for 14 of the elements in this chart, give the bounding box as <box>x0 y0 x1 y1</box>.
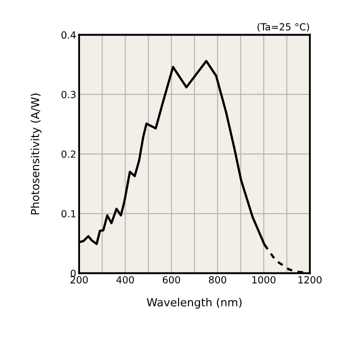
y-axis-title: Photosensitivity (A/W) <box>30 94 42 214</box>
y-tick-label: 0.2 <box>62 150 76 158</box>
y-tick-label: 0.1 <box>62 210 76 218</box>
x-tick-label: 400 <box>116 276 134 284</box>
x-tick-label: 1200 <box>298 276 322 284</box>
y-tick-label: 0 <box>70 270 76 278</box>
y-tick-label: 0.3 <box>62 90 76 98</box>
text: (Ta=25 °C) <box>258 23 310 32</box>
x-tick-label: 200 <box>70 276 88 284</box>
x-tick-label: 1000 <box>252 276 276 284</box>
x-axis-title: Wavelength (nm) <box>146 298 242 309</box>
x-tick-label: 800 <box>208 276 226 284</box>
x-tick-label: 600 <box>162 276 180 284</box>
y-tick-label: 0.4 <box>62 31 76 39</box>
